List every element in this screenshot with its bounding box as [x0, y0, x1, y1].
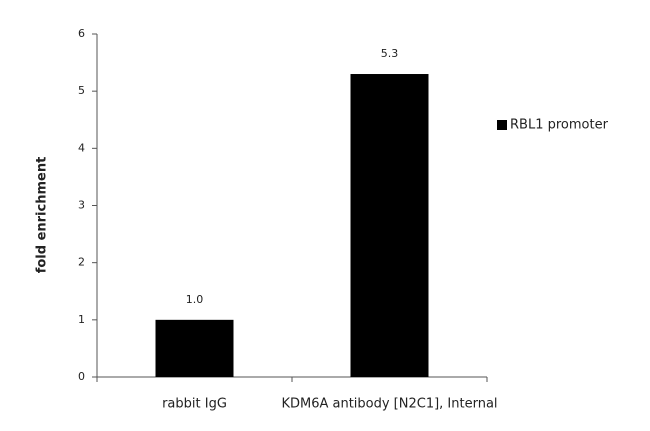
y-axis-label: fold enrichment: [35, 157, 50, 274]
y-tick-label: 3: [78, 199, 85, 212]
x-tick-label: rabbit IgG: [162, 397, 227, 412]
data-label: 5.3: [381, 47, 399, 60]
data-label: 1.0: [186, 293, 204, 306]
x-tick-label: KDM6A antibody [N2C1], Internal: [281, 397, 497, 412]
legend-label: RBL1 promoter: [510, 118, 609, 133]
y-tick-label: 4: [78, 141, 85, 154]
y-tick-label: 5: [78, 84, 85, 97]
bar: [155, 319, 234, 377]
bar: [350, 74, 429, 378]
y-tick-label: 2: [78, 256, 85, 269]
y-tick-label: 6: [78, 27, 85, 40]
legend-swatch: [497, 120, 507, 130]
y-tick-label: 1: [78, 313, 85, 326]
y-tick-label: 0: [78, 370, 85, 383]
